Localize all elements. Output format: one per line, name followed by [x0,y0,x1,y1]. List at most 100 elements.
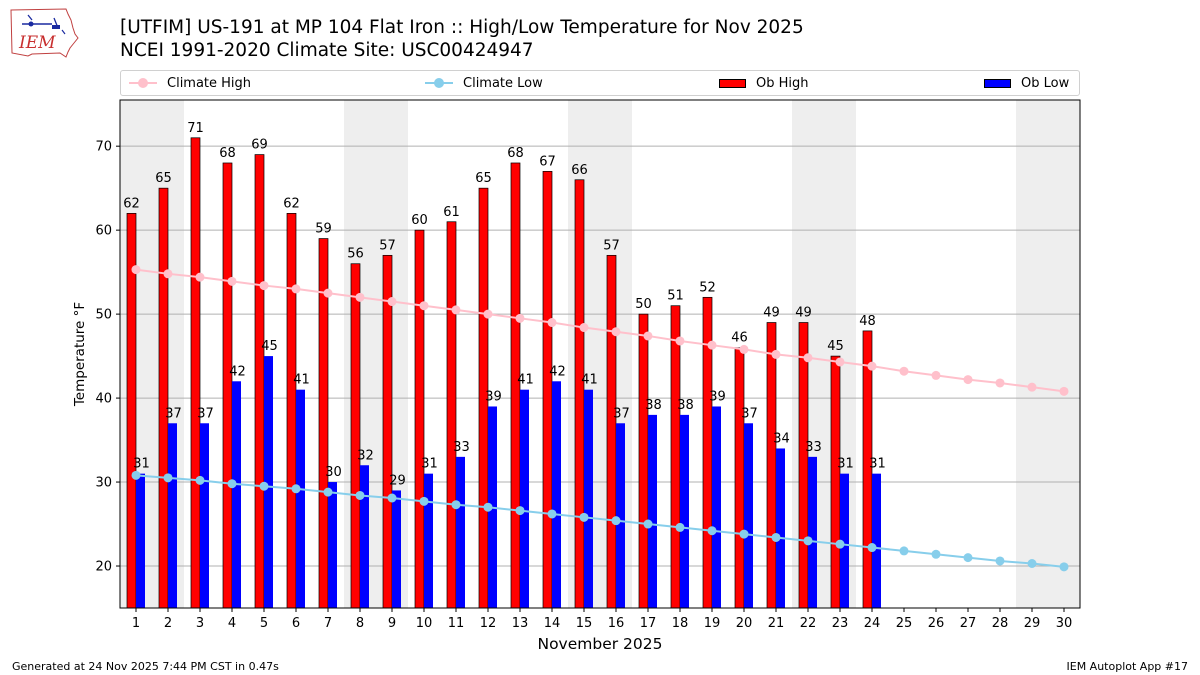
ob-high-label-23: 45 [827,339,844,354]
x-tick-label-16: 16 [608,616,625,631]
ob-low-bar-12 [488,406,497,608]
y-tick-label-60: 60 [95,224,112,239]
shade-day-15 [568,100,600,608]
x-tick-label-23: 23 [832,616,849,631]
y-tick-label-50: 50 [95,308,112,323]
climate-high-point-30 [1059,386,1069,396]
x-tick-label-28: 28 [992,616,1009,631]
climate-low-point-21 [771,532,781,542]
ob-high-label-6: 62 [283,196,300,211]
x-tick-label-22: 22 [800,616,817,631]
climate-high-point-23 [835,357,845,367]
ob-high-bar-14 [542,171,553,609]
ob-low-bar-14 [552,381,561,608]
x-tick-label-24: 24 [864,616,881,631]
legend-ob-low: Ob Low [984,71,1069,95]
ob-low-bar-8 [360,465,369,608]
ob-high-label-24: 48 [859,314,876,329]
ob-low-bar-13 [520,389,529,608]
x-tick-label-12: 12 [480,616,497,631]
x-tick-label-7: 7 [324,616,332,631]
ob-low-label-12: 39 [485,389,502,404]
ob-low-label-6: 41 [293,373,310,388]
x-tick-label-2: 2 [164,616,172,631]
climate-high-line [135,268,1065,393]
legend-ob-high: Ob High [719,71,809,95]
climate-low-point-11 [451,500,461,510]
climate-high-point-5 [259,281,269,291]
ob-low-label-21: 34 [773,431,790,446]
ob-high-label-17: 50 [635,297,652,312]
climate-high-point-18 [675,336,685,346]
ob-high-bar-10 [414,229,425,609]
climate-low-point-7 [323,487,333,497]
climate-low-point-25 [899,546,909,556]
ob-high-label-2: 65 [155,171,172,186]
y-tick-label-70: 70 [95,140,112,155]
ob-low-bar-2 [168,423,177,608]
chart-legend: Climate High Climate Low Ob High Ob Low [120,70,1080,96]
ob-low-label-2: 37 [165,406,182,421]
ob-high-label-11: 61 [443,205,460,220]
ob-high-label-22: 49 [795,306,812,321]
ob-high-label-10: 60 [411,213,428,228]
ob-high-label-7: 59 [315,222,332,237]
climate-high-point-14 [547,318,557,328]
x-tick-label-19: 19 [704,616,721,631]
climate-high-point-3 [195,272,205,282]
ob-high-bar-17 [638,313,649,609]
ob-low-bar-22 [808,456,817,608]
climate-low-line [135,474,1065,568]
climate-low-point-16 [611,516,621,526]
climate-low-point-24 [867,543,877,553]
ob-high-bar-8 [350,263,361,609]
ob-low-bar-9 [392,490,401,608]
ob-high-bar-21 [766,322,777,609]
climate-low-point-28 [995,556,1005,566]
x-tick-label-11: 11 [448,616,465,631]
ob-low-label-15: 41 [581,373,598,388]
x-tick-label-18: 18 [672,616,689,631]
shade-day-2 [152,100,184,608]
climate-low-point-22 [803,536,813,546]
logo-text: IEM [18,33,56,53]
climate-high-point-9 [387,297,397,307]
x-axis-label: November 2025 [537,635,662,653]
ob-low-label-9: 29 [389,473,406,488]
climate-low-point-12 [483,502,493,512]
ob-low-bar-7 [328,482,337,608]
ob-low-bar-4 [232,381,241,608]
ob-high-bar-18 [670,305,681,609]
ob-high-label-18: 51 [667,289,684,304]
climate-high-point-20 [739,344,749,354]
climate-lines [131,265,1069,572]
climate-low-point-15 [579,512,589,522]
ob-low-bar-21 [776,448,785,608]
climate-high-point-6 [291,284,301,294]
shade-day-8 [344,100,376,608]
ob-high-label-1: 62 [123,196,140,211]
legend-climate-low-label: Climate Low [463,75,543,91]
ob-low-label-1: 31 [133,457,150,472]
ob-high-label-13: 68 [507,146,524,161]
shade-day-9 [376,100,408,608]
gridlines [120,145,1080,567]
legend-ob-high-swatch [719,78,746,88]
ob-high-label-16: 57 [603,238,620,253]
ob-high-label-4: 68 [219,146,236,161]
ob-high-bar-1 [126,213,137,609]
legend-climate-low: Climate Low [425,71,543,95]
y-tick-label-40: 40 [95,392,112,407]
ob-high-bar-23 [830,355,841,609]
ob-high-label-15: 66 [571,163,588,178]
ob-low-label-5: 45 [261,339,278,354]
climate-low-point-19 [707,526,717,536]
ob-high-bar-4 [222,162,233,609]
climate-high-point-26 [931,370,941,380]
ob-high-bar-9 [382,254,393,609]
climate-high-point-2 [163,269,173,279]
ob-low-bar-11 [456,456,465,608]
ob-high-bar-6 [286,213,297,609]
ob-high-bar-20 [734,347,745,609]
